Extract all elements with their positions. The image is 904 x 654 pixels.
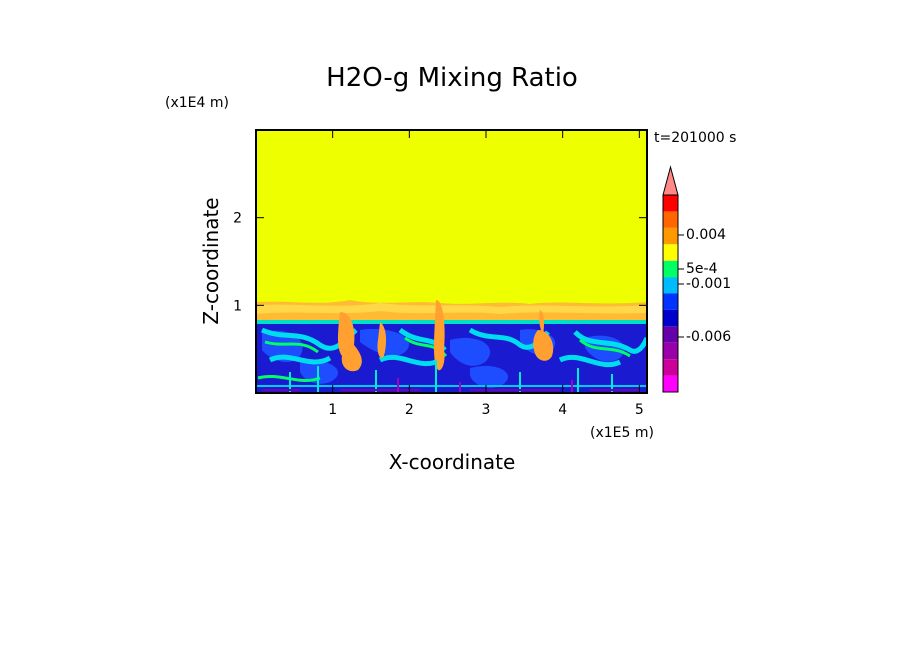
convective-plumes	[338, 300, 554, 372]
y-tick-label: 2	[233, 211, 242, 227]
colorbar-swatch	[663, 211, 678, 228]
colorbar-swatch	[663, 342, 678, 360]
x-axis-tick-labels: 1 2 3 4 5	[328, 402, 644, 418]
colorbar-swatch	[663, 244, 678, 261]
colorbar-frame	[662, 194, 679, 393]
surface-streaks	[256, 360, 647, 392]
y-axis-ticks	[256, 217, 647, 306]
plot-area	[256, 130, 647, 393]
x-tick-label: 2	[405, 402, 414, 418]
x-axis-label: X-coordinate	[389, 450, 516, 474]
colorbar-swatch	[663, 326, 678, 343]
colorbar	[662, 165, 679, 393]
x-tick-label: 1	[328, 402, 337, 418]
x-tick-label: 4	[558, 402, 567, 418]
x-tick-label: 3	[482, 402, 491, 418]
colorbar-swatch	[663, 375, 678, 392]
transition-light-band	[256, 303, 647, 314]
x-scale-label: (x1E5 m)	[590, 425, 654, 441]
y-scale-label: (x1E4 m)	[165, 95, 229, 111]
colorbar-swatch	[663, 309, 678, 327]
colorbar-swatch	[663, 227, 678, 245]
y-tick-label: 1	[233, 298, 242, 314]
x-axis-ticks	[332, 130, 640, 393]
colorbar-label: 5e-4	[686, 261, 718, 277]
colorbar-swatch	[663, 195, 678, 212]
time-label: t=201000 s	[654, 130, 736, 146]
y-axis-label: Z-coordinate	[199, 197, 223, 324]
colorbar-arrow	[662, 165, 679, 196]
colorbar-swatch	[663, 359, 678, 376]
upper-layer-region	[256, 130, 647, 305]
colorbar-swatch	[663, 260, 678, 278]
colorbar-label: -0.001	[686, 276, 731, 292]
x-tick-label: 5	[635, 402, 644, 418]
plot-frame	[255, 129, 648, 394]
colorbar-label: -0.006	[686, 329, 731, 345]
y-axis-tick-labels: 12	[233, 211, 242, 315]
colorbar-label: 0.004	[686, 227, 726, 243]
chart-title: H2O-g Mixing Ratio	[326, 63, 578, 93]
colorbar-swatch	[663, 277, 678, 294]
cyan-band	[256, 320, 647, 326]
colorbar-swatch	[663, 293, 678, 310]
